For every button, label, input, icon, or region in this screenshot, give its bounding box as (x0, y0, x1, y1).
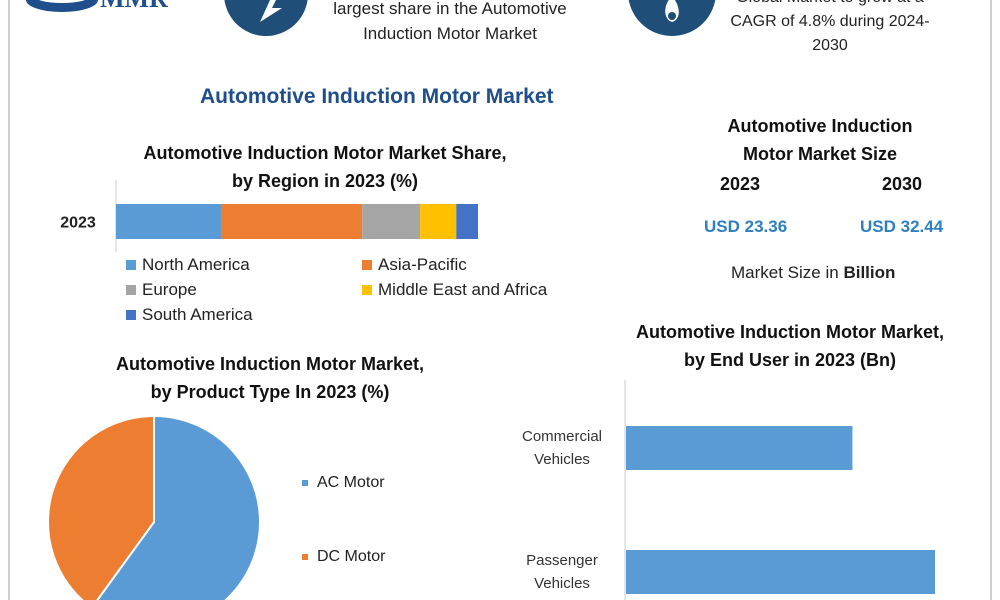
page-title: Automotive Induction Motor Market (200, 85, 554, 108)
legend-label: South America (142, 305, 253, 324)
page-frame (8, 0, 992, 600)
region-chart-title-line-2: by Region in 2023 (%) (231, 171, 419, 191)
logo: MMR (22, 0, 212, 16)
legend-swatch (126, 285, 136, 295)
legend-item-ac-motor: AC Motor (302, 474, 385, 492)
market-size-year-2030: 2030 (882, 174, 923, 194)
legend-swatch (126, 310, 136, 320)
region-segment-middle-east-and-africa (420, 204, 457, 239)
legend-item-south-america: South America (126, 305, 253, 325)
enduser-category-label-line: Commercial (522, 428, 602, 445)
pie-slice-ac-motor (96, 414, 261, 600)
flame-icon (665, 0, 679, 22)
enduser-category-label-line: Vehicles (534, 451, 590, 468)
legend-item-europe: Europe (126, 280, 197, 300)
enduser-chart-title-line-2: by End User in 2023 (Bn) (683, 350, 897, 370)
legend-swatch (302, 480, 308, 486)
product-pie-chart (47, 414, 261, 600)
logo-swoosh-icon (26, 0, 98, 12)
region-chart-title-line-1: Automotive Induction Motor Market Share, (143, 143, 507, 163)
legend-swatch (362, 260, 372, 270)
left-callout-line-1: largest share in the Automotive (333, 0, 567, 18)
right-callout: Global Market to grow at a CAGR of 4.8% … (700, 0, 960, 58)
region-segment-south-america (456, 204, 478, 239)
enduser-category-label-line: Passenger (526, 552, 598, 569)
right-callout-line-2: CAGR of 4.8% during 2024- (730, 13, 930, 30)
legend-item-asia-pacific: Asia-Pacific (362, 255, 467, 275)
pie-slice-dc-motor (47, 414, 155, 600)
enduser-chart-title-line-1: Automotive Induction Motor Market, (636, 322, 944, 342)
lightning-icon (260, 0, 282, 22)
market-size-title-line-2: Motor Market Size (742, 144, 898, 164)
lightning-badge (224, 0, 308, 36)
left-callout: largest share in the Automotive Inductio… (300, 0, 600, 46)
market-size-value-2030: USD 32.44 (860, 217, 944, 236)
legend-swatch (302, 554, 308, 560)
legend-label: Middle East and Africa (378, 280, 548, 299)
product-chart-title: Automotive Induction Motor Market, by Pr… (60, 350, 480, 406)
region-category-label: 2023 (60, 215, 96, 232)
region-segment-north-america (116, 204, 221, 239)
legend-item-dc-motor: DC Motor (302, 548, 385, 566)
legend-item-north-america: North America (126, 255, 250, 275)
region-chart-title: Automotive Induction Motor Market Share,… (100, 139, 550, 195)
legend-label: North America (142, 255, 250, 274)
enduser-category-label-passenger-vehicles: Passenger Vehicles (526, 552, 598, 592)
enduser-bar-chart: Commercial Vehicles Passenger Vehicles (522, 380, 936, 600)
region-segment-asia-pacific (220, 204, 363, 239)
right-callout-line-3: 2030 (812, 37, 848, 54)
region-segment-europe (362, 204, 421, 239)
market-size-note-unit: Billion (843, 263, 896, 282)
enduser-bar-passenger-vehicles (626, 550, 936, 594)
right-callout-line-1: Global Market to grow at a (700, 0, 960, 10)
legend-swatch (126, 260, 136, 270)
market-size-note-prefix: Market Size in (731, 263, 844, 282)
legend-label: DC Motor (317, 548, 386, 565)
logo-text: MMR (100, 0, 168, 14)
legend-label: AC Motor (317, 474, 385, 491)
market-size-note: Market Size in Billion (731, 263, 895, 283)
market-size-year-2023: 2023 (720, 174, 761, 194)
legend-item-middle-east-and-africa: Middle East and Africa (362, 280, 547, 300)
flame-badge (628, 0, 716, 36)
legend-swatch (362, 285, 372, 295)
product-chart-title-line-2: by Product Type In 2023 (%) (150, 382, 390, 402)
enduser-category-label-commercial-vehicles: Commercial Vehicles (522, 428, 602, 468)
legend-label: Asia-Pacific (378, 255, 467, 274)
enduser-category-label-line: Vehicles (534, 575, 590, 592)
market-size-title: Automotive Induction Motor Market Size (680, 112, 960, 168)
left-callout-line-2: Induction Motor Market (363, 24, 537, 43)
enduser-chart-title: Automotive Induction Motor Market, by En… (600, 318, 980, 374)
legend-label: Europe (142, 280, 197, 299)
product-chart-title-line-1: Automotive Induction Motor Market, (116, 354, 424, 374)
region-stacked-bar-chart: 2023 (60, 180, 478, 252)
enduser-bar-commercial-vehicles (626, 426, 853, 470)
market-size-title-line-1: Automotive Induction (727, 116, 913, 136)
market-size-value-2023: USD 23.36 (704, 217, 788, 236)
